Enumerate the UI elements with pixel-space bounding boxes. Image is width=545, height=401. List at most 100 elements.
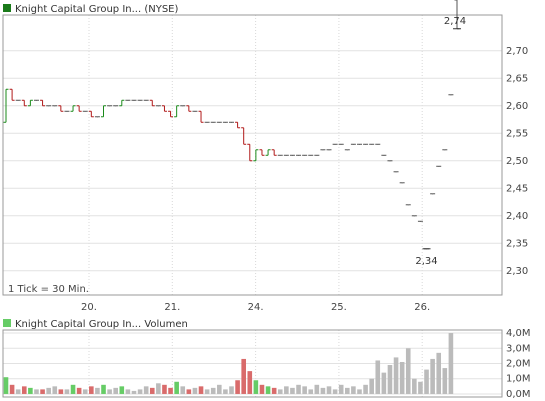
volume-bar <box>436 352 442 394</box>
volume-bar <box>296 384 301 394</box>
volume-bar <box>46 387 51 394</box>
volume-bar <box>399 361 405 394</box>
volume-bar <box>351 386 356 394</box>
y-tick-label: 2,35 <box>506 238 528 249</box>
volume-bar <box>174 381 179 394</box>
volume-bar <box>393 357 399 394</box>
volume-bar <box>332 389 338 394</box>
volume-bar <box>3 377 9 394</box>
volume-bar <box>210 387 216 394</box>
volume-bar <box>204 389 210 394</box>
volume-bar <box>405 348 411 394</box>
volume-bar <box>217 384 222 394</box>
legend-label: Knight Capital Group In... Volumen <box>15 319 188 330</box>
volume-bar <box>89 386 94 394</box>
volume-bar <box>235 380 240 394</box>
x-tick-label: 24. <box>248 302 264 313</box>
volume-bar <box>192 387 198 394</box>
volume-bar <box>375 360 381 394</box>
volume-bar <box>442 368 448 394</box>
volume-bar <box>338 384 344 394</box>
volume-bar <box>107 389 112 394</box>
y-tick-label: 2,65 <box>506 73 528 84</box>
y-tick-label: 3,0M <box>506 343 531 354</box>
volume-bar <box>448 333 454 394</box>
volume-bar <box>52 386 58 394</box>
volume-bar <box>101 384 106 394</box>
y-tick-label: 2,55 <box>506 128 528 139</box>
volume-bar <box>162 384 167 394</box>
volume-bar <box>70 384 76 394</box>
volume-bar <box>326 386 332 394</box>
volume-bar <box>387 365 393 394</box>
y-tick-label: 0,0M <box>506 389 531 400</box>
y-tick-label: 2,60 <box>506 101 528 112</box>
volume-bar <box>424 369 429 394</box>
volume-bar <box>430 358 435 394</box>
volume-bar <box>180 386 186 394</box>
volume-bar <box>28 387 33 394</box>
volume-bar <box>76 387 82 394</box>
legend-swatch <box>3 4 11 12</box>
volume-bar <box>284 386 289 394</box>
volume-bar <box>241 358 246 394</box>
x-tick-label: 20. <box>81 302 97 313</box>
volume-bar <box>137 389 143 394</box>
volume-bar <box>198 386 204 394</box>
volume-bar <box>21 386 27 394</box>
volume-bar <box>290 387 295 394</box>
volume-frame <box>2 329 503 398</box>
volume-bar <box>253 380 259 394</box>
volume-bar <box>34 389 39 394</box>
price-frame <box>2 14 503 296</box>
volume-bar <box>9 384 15 394</box>
volume-bar <box>381 372 387 394</box>
volume-bar <box>149 387 155 394</box>
volume-bar <box>40 389 45 394</box>
volume-bar <box>369 378 374 394</box>
volume-bar <box>113 387 119 394</box>
y-tick-label: 2,30 <box>506 266 528 277</box>
volume-bar <box>271 387 277 394</box>
volume-bar <box>168 387 173 394</box>
volume-bar <box>314 384 320 394</box>
volume-bar <box>412 378 417 394</box>
volume-bar <box>15 389 21 394</box>
volume-bar <box>229 386 234 394</box>
x-tick-label: 25. <box>331 302 347 313</box>
y-tick-label: 2,45 <box>506 183 528 194</box>
volume-bar <box>308 389 314 394</box>
volume-bar <box>418 381 423 394</box>
legend-swatch <box>3 319 11 327</box>
volume-bar <box>223 389 228 394</box>
x-tick-label: 26. <box>414 302 430 313</box>
legend-label: Knight Capital Group In... (NYSE) <box>15 4 178 15</box>
volume-bar <box>131 390 137 394</box>
volume-bar <box>143 386 149 394</box>
volume-bar <box>119 386 125 394</box>
y-tick-label: 2,50 <box>506 156 528 167</box>
tick-note: 1 Tick = 30 Min. <box>8 284 89 295</box>
volume-bar <box>156 383 161 394</box>
volume-bar <box>64 389 70 394</box>
volume-bar <box>125 389 131 394</box>
y-tick-label: 2,70 <box>506 46 528 57</box>
y-tick-label: 4,0M <box>506 328 531 339</box>
volume-bar <box>82 389 88 394</box>
y-tick-label: 1,0M <box>506 374 531 385</box>
low-label: 2,34 <box>415 256 437 267</box>
volume-bar <box>186 389 192 394</box>
volume-bar <box>95 387 100 394</box>
volume-bar <box>302 386 307 394</box>
volume-bar <box>344 387 350 394</box>
x-tick-label: 21. <box>164 302 180 313</box>
y-tick-label: 2,40 <box>506 211 528 222</box>
volume-bar <box>320 387 326 394</box>
volume-bar <box>58 389 64 394</box>
high-label: 2,74 <box>444 16 466 27</box>
volume-bar <box>277 389 283 394</box>
y-tick-label: 2,0M <box>506 359 531 370</box>
volume-bar <box>363 384 368 394</box>
volume-bar <box>357 389 362 394</box>
